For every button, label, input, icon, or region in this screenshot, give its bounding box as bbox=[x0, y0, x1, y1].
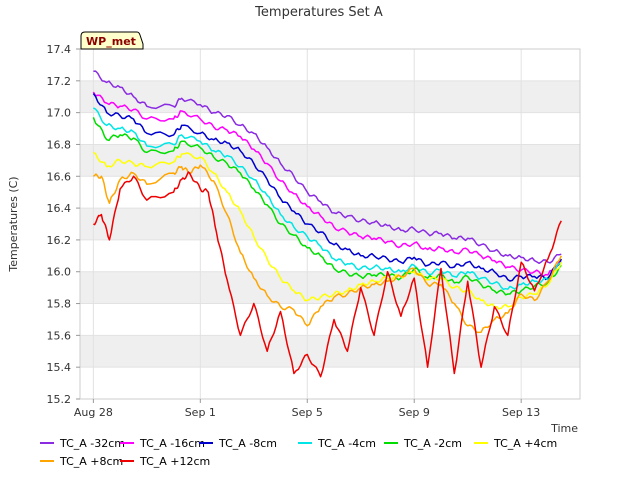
y-tick-label: 16.6 bbox=[47, 170, 72, 183]
series-layer bbox=[92, 70, 562, 378]
y-tick-label: 17.2 bbox=[47, 75, 72, 88]
x-tick-label: Sep 1 bbox=[185, 406, 216, 419]
legend-item-label: TC_A +12cm bbox=[139, 455, 210, 468]
x-tick-label: Sep 13 bbox=[502, 406, 540, 419]
y-axis: 15.2 15.4 15.6 15.8 16.0 16.2 16.4 16.6 16.8 17.0… bbox=[47, 43, 80, 406]
y-axis-label: Temperatures (C) bbox=[7, 176, 20, 272]
grid-band bbox=[80, 335, 580, 368]
series-line-8 bbox=[93, 171, 562, 378]
legend: TC_A -32cm TC_A -16cm TC_A -8cm TC_A -4cm TC… bbox=[40, 437, 557, 468]
station-badge: WP_met bbox=[80, 31, 144, 50]
grid-band bbox=[80, 144, 580, 177]
y-tick-label: 15.8 bbox=[47, 298, 72, 311]
badge-shape bbox=[80, 31, 144, 50]
chart-title: Temperatures Set A bbox=[254, 5, 383, 20]
series-line-7 bbox=[92, 164, 562, 334]
grid-band bbox=[80, 80, 580, 113]
legend-item-label: TC_A +8cm bbox=[59, 455, 123, 468]
legend-item-label: TC_A -8cm bbox=[218, 437, 277, 450]
y-tick-label: 15.6 bbox=[47, 329, 72, 342]
y-tick-label: 17.4 bbox=[47, 43, 72, 56]
x-axis: Aug 28 Sep 1 Sep 5 Sep 9 Sep 13 bbox=[74, 399, 540, 419]
x-tick-label: Sep 5 bbox=[292, 406, 323, 419]
badge-label: WP_met bbox=[86, 35, 136, 48]
y-tick-label: 17.0 bbox=[47, 107, 72, 120]
plot-border bbox=[79, 48, 581, 400]
x-tick-label: Sep 9 bbox=[399, 406, 430, 419]
x-axis-label: Time bbox=[550, 422, 578, 435]
legend-item-label: TC_A -16cm bbox=[139, 437, 205, 450]
y-tick-label: 15.4 bbox=[47, 361, 72, 374]
grid-band bbox=[80, 271, 580, 304]
y-tick-label: 16.8 bbox=[47, 138, 72, 151]
y-tick-label: 16.2 bbox=[47, 234, 72, 247]
legend-item-label: TC_A -2cm bbox=[403, 437, 462, 450]
grid-band bbox=[80, 208, 580, 240]
legend-item-label: TC_A -32cm bbox=[59, 437, 125, 450]
y-tick-label: 15.2 bbox=[47, 393, 72, 406]
series-line-2 bbox=[92, 91, 562, 277]
plot-background bbox=[79, 48, 581, 400]
series-line-1 bbox=[93, 70, 562, 265]
legend-item-label: TC_A -4cm bbox=[317, 437, 376, 450]
series-line-5 bbox=[92, 117, 562, 296]
series-line-4 bbox=[93, 107, 562, 291]
series-line-6 bbox=[92, 151, 562, 310]
y-tick-label: 16.0 bbox=[47, 266, 72, 279]
x-tick-label: Aug 28 bbox=[74, 406, 113, 419]
legend-item-label: TC_A +4cm bbox=[493, 437, 557, 450]
y-tick-label: 16.4 bbox=[47, 202, 72, 215]
series-line-3 bbox=[92, 93, 562, 282]
